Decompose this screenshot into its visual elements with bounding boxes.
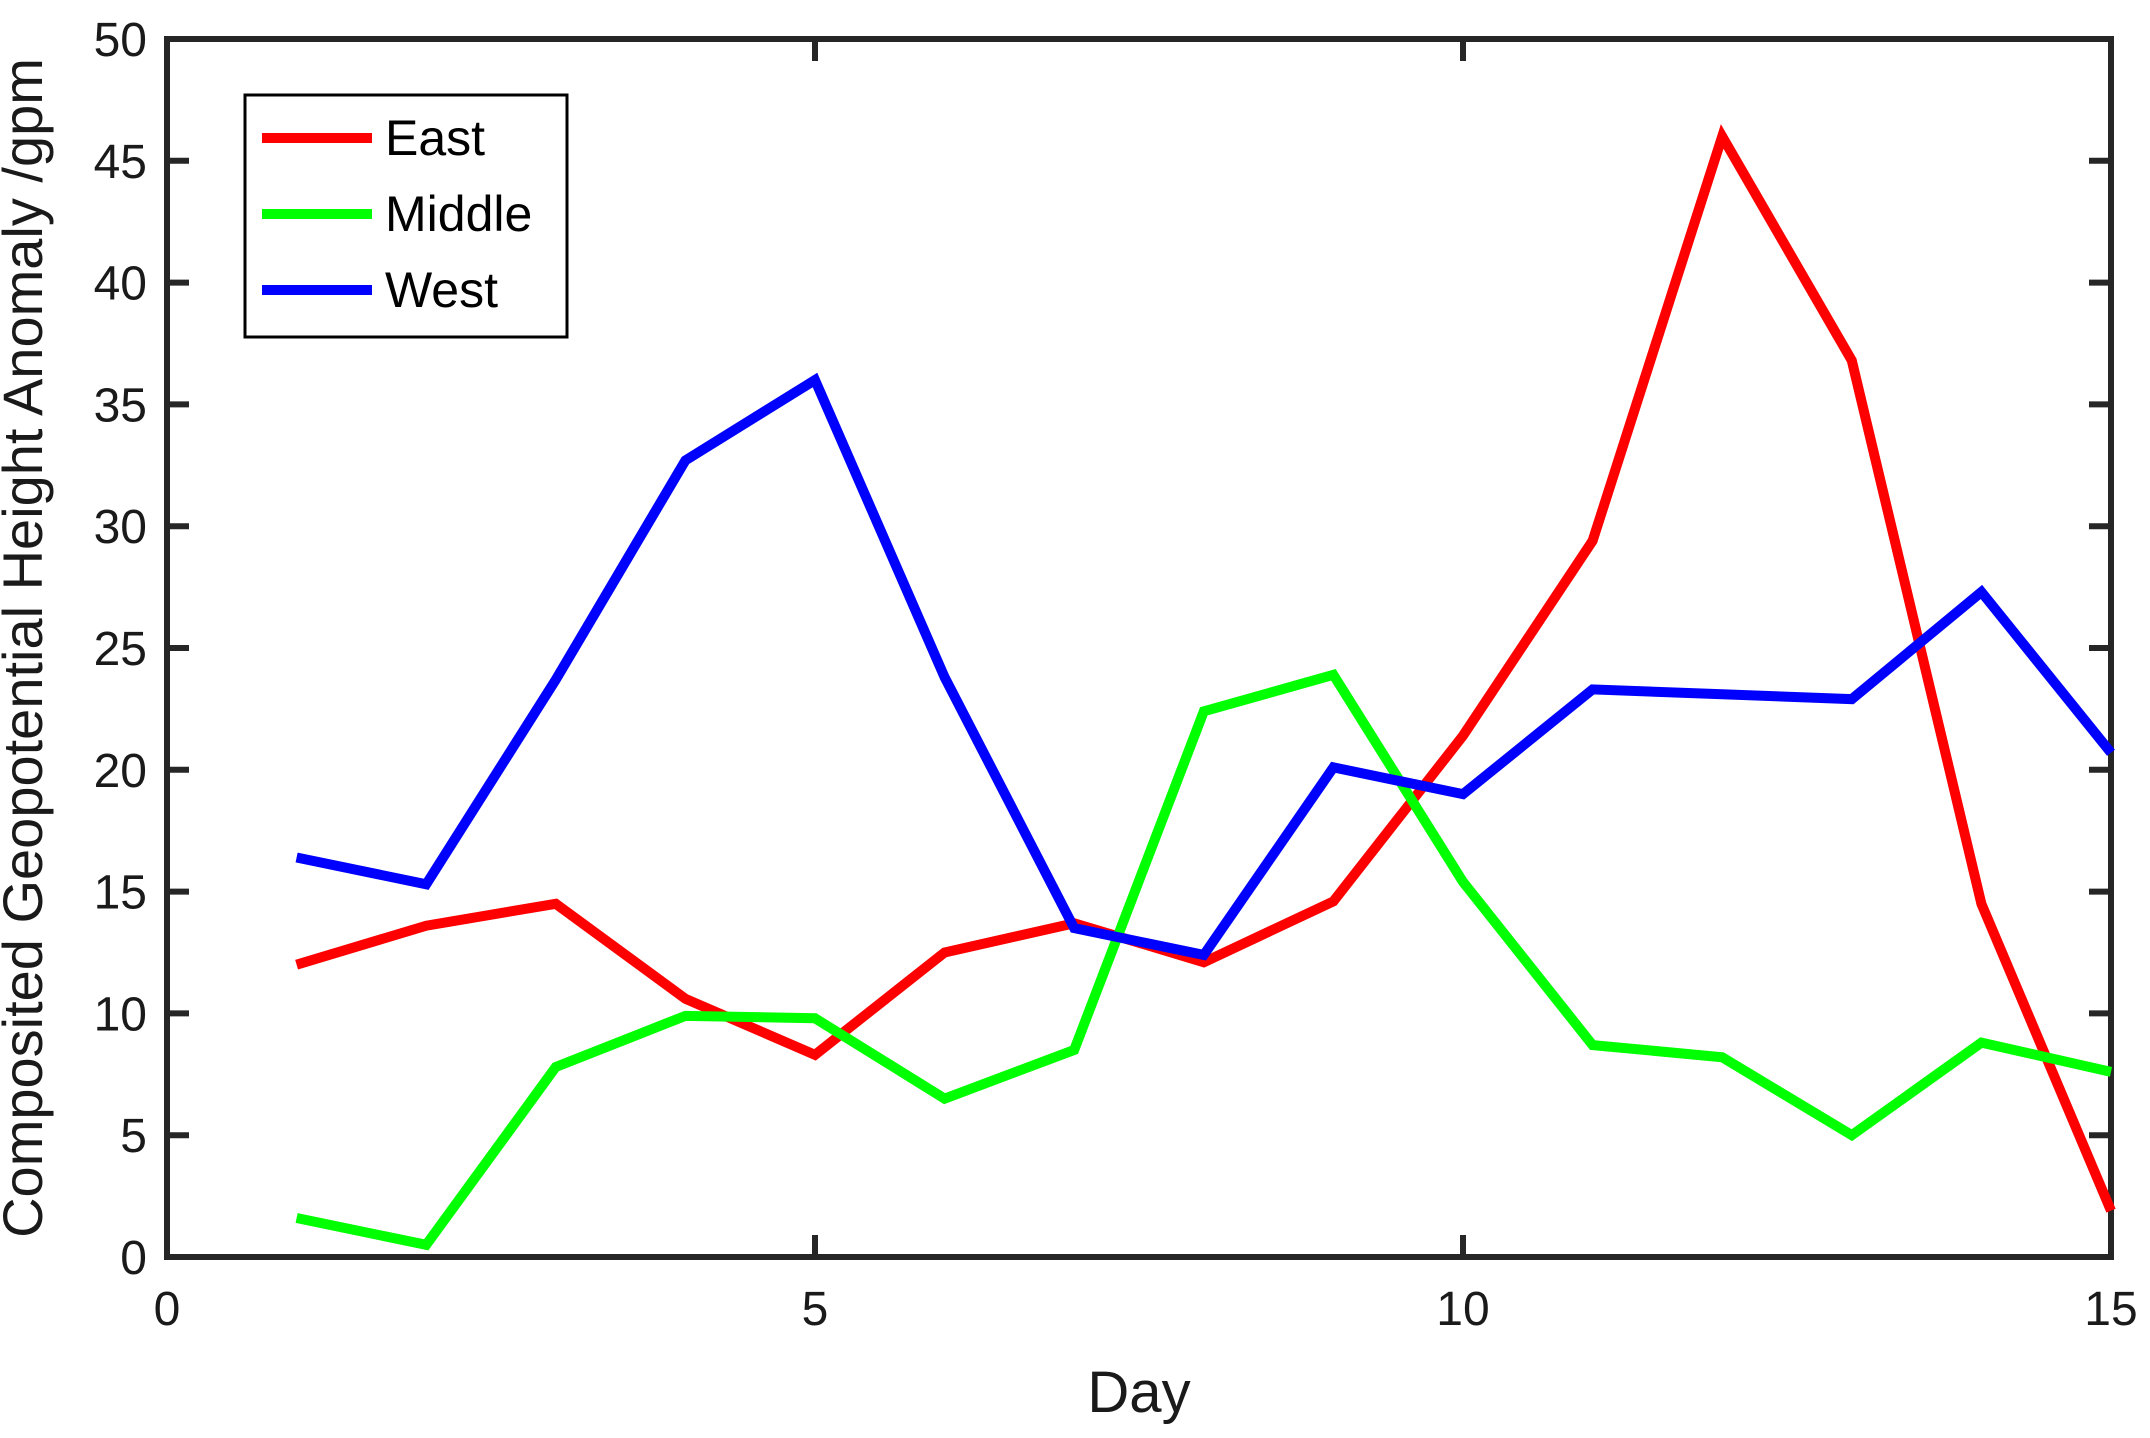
y-tick-label: 10 [94, 988, 147, 1041]
axes-layer: 0 5 10 15 0 5 10 15 20 25 30 35 40 45 50 [94, 14, 2138, 1336]
y-tick-label: 15 [94, 867, 147, 920]
legend-layer: East Middle West [243, 93, 569, 339]
legend-label-west: West [385, 262, 498, 318]
y-tick-label: 30 [94, 501, 147, 554]
series-line-middle [295, 668, 2113, 1251]
y-tick-label: 0 [120, 1232, 147, 1285]
y-tick-label: 40 [94, 258, 147, 311]
y-tick-label: 20 [94, 745, 147, 798]
legend-label-east: East [385, 110, 485, 166]
x-tick-label: 0 [154, 1283, 181, 1336]
y-tick-label: 45 [94, 136, 147, 189]
y-axis-title: Composited Geopotential Height Anomaly /… [0, 58, 54, 1238]
x-tick-label: 15 [2084, 1283, 2137, 1336]
x-tick-label: 5 [802, 1283, 829, 1336]
y-tick-label: 50 [94, 14, 147, 67]
labels-layer: Day Composited Geopotential Height Anoma… [0, 58, 1191, 1425]
y-tick-label: 5 [120, 1110, 147, 1163]
series-line-west [295, 372, 2115, 961]
legend-label-middle: Middle [385, 186, 532, 242]
series-line-east [295, 124, 2116, 1213]
x-tick-label: 10 [1436, 1283, 1489, 1336]
y-tick-label: 35 [94, 379, 147, 432]
x-axis-title: Day [1087, 1360, 1190, 1425]
series-layer [295, 124, 2116, 1251]
y-tick-label: 25 [94, 623, 147, 676]
